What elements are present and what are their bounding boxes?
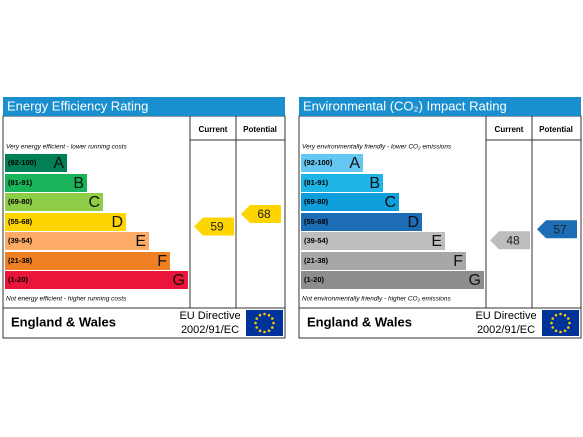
rating-band bbox=[5, 154, 67, 172]
eu-star bbox=[263, 330, 266, 334]
band-range: (92-100) bbox=[8, 158, 37, 167]
rating-band bbox=[301, 154, 363, 172]
eu-star bbox=[563, 329, 567, 333]
eu-star bbox=[270, 317, 274, 320]
band-letter: C bbox=[88, 194, 100, 211]
top-note: Very energy efficient - lower running co… bbox=[6, 144, 128, 151]
bottom-note: Not energy efficient - higher running co… bbox=[6, 296, 127, 303]
rating-value: 57 bbox=[553, 222, 567, 236]
eu-star bbox=[258, 313, 262, 317]
band-letter: C bbox=[384, 194, 396, 211]
potential-label: Potential bbox=[243, 125, 277, 134]
rating-band bbox=[301, 252, 466, 270]
eu-star bbox=[551, 317, 555, 320]
title-bar bbox=[299, 97, 581, 116]
band-letter: F bbox=[157, 253, 167, 270]
rating-band bbox=[5, 271, 188, 289]
band-letter: E bbox=[135, 233, 146, 250]
band-range: (39-54) bbox=[8, 236, 33, 245]
band-range: (81-91) bbox=[304, 178, 329, 187]
band-letter: B bbox=[73, 175, 84, 192]
band-range: (69-80) bbox=[304, 197, 329, 206]
eu-star bbox=[551, 326, 555, 329]
band-letter: G bbox=[173, 272, 185, 289]
eu-star bbox=[258, 329, 262, 333]
bottom-note: Not environmentally friendly - higher CO… bbox=[302, 296, 452, 303]
eu-star bbox=[255, 326, 259, 329]
rating-arrow bbox=[194, 217, 234, 236]
band-range: (21-38) bbox=[8, 256, 33, 265]
rating-band bbox=[5, 252, 170, 270]
eu-star bbox=[267, 329, 271, 333]
panel-title: Energy Efficiency Rating bbox=[7, 98, 148, 113]
eu-star bbox=[554, 313, 558, 317]
band-range: (92-100) bbox=[304, 158, 333, 167]
band-letter: A bbox=[53, 155, 64, 172]
eu-star bbox=[263, 312, 266, 316]
rating-arrow bbox=[490, 231, 530, 250]
eu-star bbox=[254, 321, 257, 325]
eu-star bbox=[270, 326, 274, 329]
eu-star bbox=[255, 317, 259, 320]
rating-band bbox=[301, 174, 383, 192]
band-range: (1-20) bbox=[8, 275, 29, 284]
band-letter: D bbox=[111, 214, 123, 231]
band-letter: F bbox=[453, 253, 463, 270]
directive: EU Directive bbox=[475, 310, 536, 322]
eu-star bbox=[267, 313, 271, 317]
rating-value: 59 bbox=[210, 220, 224, 234]
title-bar bbox=[3, 97, 285, 116]
rating-value: 48 bbox=[506, 233, 520, 247]
eu-star bbox=[568, 321, 571, 325]
rating-band bbox=[301, 232, 445, 250]
band-range: (1-20) bbox=[304, 275, 325, 284]
directive-code: 2002/91/EC bbox=[181, 324, 239, 336]
eu-star bbox=[550, 321, 553, 325]
eu-star bbox=[563, 313, 567, 317]
band-range: (55-68) bbox=[8, 217, 33, 226]
band-range: (39-54) bbox=[304, 236, 329, 245]
rating-band bbox=[5, 193, 103, 211]
eu-star bbox=[272, 321, 275, 325]
band-range: (55-68) bbox=[304, 217, 329, 226]
rating-band bbox=[5, 232, 149, 250]
top-note: Very environmentally friendly - lower CO… bbox=[302, 144, 452, 151]
rating-band bbox=[5, 213, 126, 231]
band-letter: B bbox=[369, 175, 380, 192]
directive: EU Directive bbox=[179, 310, 240, 322]
eu-star bbox=[559, 312, 562, 316]
band-range: (21-38) bbox=[304, 256, 329, 265]
eu-star bbox=[566, 326, 570, 329]
eu-star bbox=[559, 330, 562, 334]
eu-star bbox=[566, 317, 570, 320]
band-letter: A bbox=[349, 155, 360, 172]
band-range: (69-80) bbox=[8, 197, 33, 206]
potential-label: Potential bbox=[539, 125, 573, 134]
current-label: Current bbox=[199, 125, 228, 134]
rating-band bbox=[301, 213, 422, 231]
rating-arrow bbox=[537, 220, 577, 239]
rating-band bbox=[301, 271, 484, 289]
rating-band bbox=[301, 193, 399, 211]
band-range: (81-91) bbox=[8, 178, 33, 187]
rating-arrow bbox=[241, 205, 281, 223]
band-letter: E bbox=[431, 233, 442, 250]
region: England & Wales bbox=[307, 314, 412, 329]
band-letter: G bbox=[469, 272, 481, 289]
band-letter: D bbox=[407, 214, 419, 231]
current-label: Current bbox=[495, 125, 524, 134]
eu-star bbox=[554, 329, 558, 333]
rating-value: 68 bbox=[257, 207, 271, 221]
directive-code: 2002/91/EC bbox=[477, 324, 535, 336]
region: England & Wales bbox=[11, 314, 116, 329]
rating-band bbox=[5, 174, 87, 192]
panel-title: Environmental (CO₂) Impact Rating bbox=[303, 98, 507, 113]
